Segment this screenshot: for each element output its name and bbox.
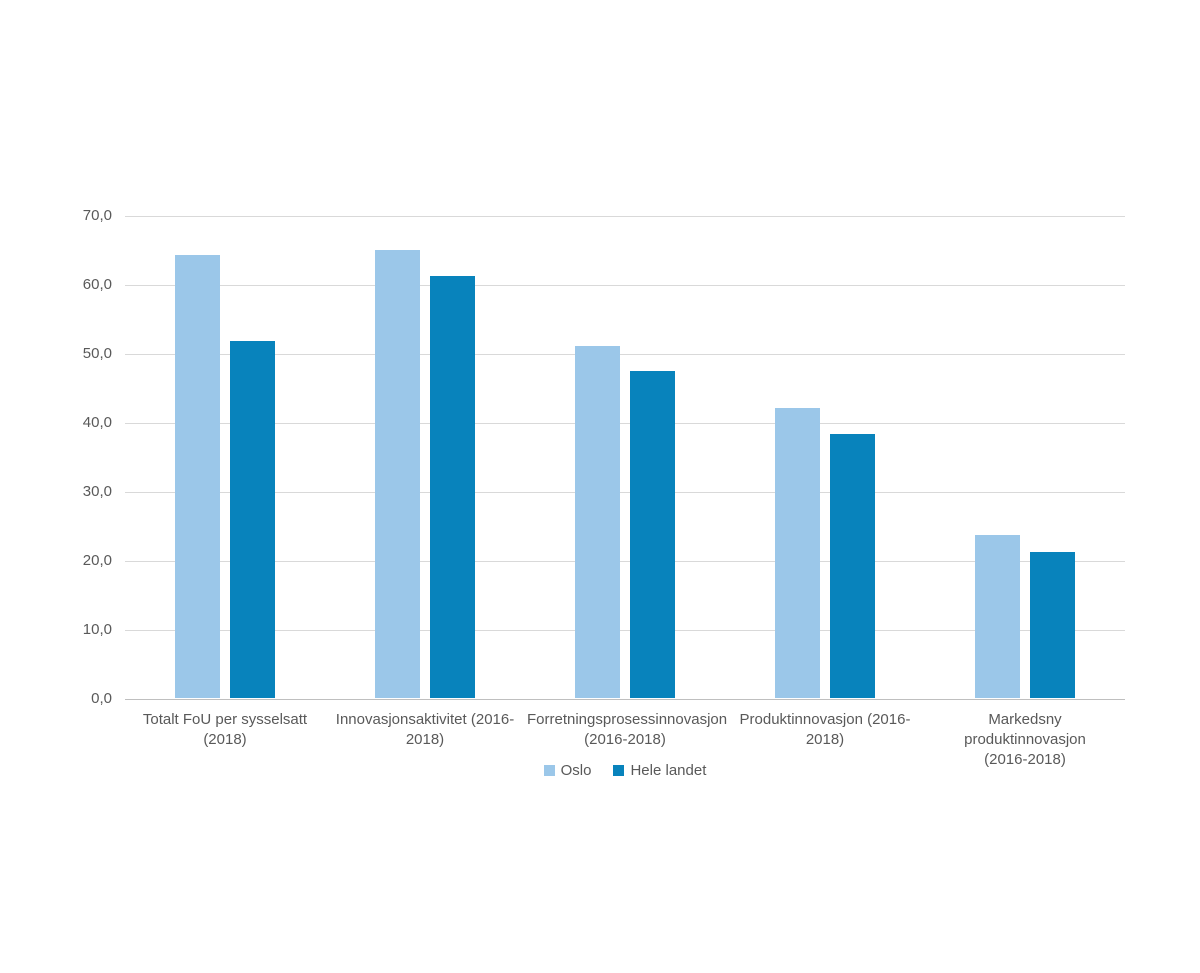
bar-hele-landet (630, 370, 675, 698)
x-axis-line (125, 699, 1125, 700)
bar-hele-landet (830, 434, 875, 698)
legend: Oslo Hele landet (125, 762, 1125, 779)
y-axis-tick-label: 0,0 (91, 690, 112, 707)
bar-oslo (575, 346, 620, 698)
legend-item-hele-landet: Hele landet (613, 762, 706, 779)
bar-oslo (175, 255, 220, 698)
legend-label: Hele landet (630, 762, 707, 779)
gridline (125, 492, 1125, 493)
x-axis-category-label: Markedsny produktinnovasjon (2016-2018) (964, 711, 1086, 768)
legend-swatch (543, 765, 555, 776)
bar-group (375, 249, 475, 698)
bar-oslo (975, 535, 1020, 698)
bar-group (775, 408, 875, 698)
bar-hele-landet (430, 276, 475, 698)
bar-group (975, 535, 1075, 698)
y-axis-tick-label: 60,0 (82, 276, 112, 293)
legend-swatch (613, 765, 625, 776)
y-axis-tick-label: 20,0 (82, 552, 112, 569)
y-axis-tick-label: 10,0 (82, 621, 112, 638)
y-axis-tick-label: 50,0 (82, 345, 112, 362)
y-axis-tick-label: 40,0 (82, 414, 112, 431)
gridline (125, 630, 1125, 631)
x-axis-category-label: Totalt FoU per sysselsatt (2018) (142, 711, 308, 748)
bar-oslo (375, 249, 420, 698)
x-axis-category-label: Innovasjonsaktivitet (2016- 2018) (335, 711, 515, 748)
bar-hele-landet (1030, 552, 1075, 698)
y-axis-tick-label: 70,0 (82, 207, 112, 224)
x-axis-category-label: Produktinnovasjon (2016- 2018) (739, 711, 911, 748)
bar-oslo (775, 408, 820, 698)
legend-label: Oslo (560, 762, 592, 779)
bar-group (575, 346, 675, 698)
x-axis-category-label: Forretningsprosessinnovasjon (2016-2018) (527, 711, 728, 748)
y-axis-tick-label: 30,0 (82, 483, 112, 500)
gridline (125, 561, 1125, 562)
gridline (125, 285, 1125, 286)
legend-item-oslo: Oslo (543, 762, 592, 779)
gridline (125, 354, 1125, 355)
bar-hele-landet (230, 340, 275, 698)
bar-group (175, 255, 275, 698)
plot-area (125, 216, 1125, 700)
gridline (125, 423, 1125, 424)
gridline (125, 216, 1125, 217)
